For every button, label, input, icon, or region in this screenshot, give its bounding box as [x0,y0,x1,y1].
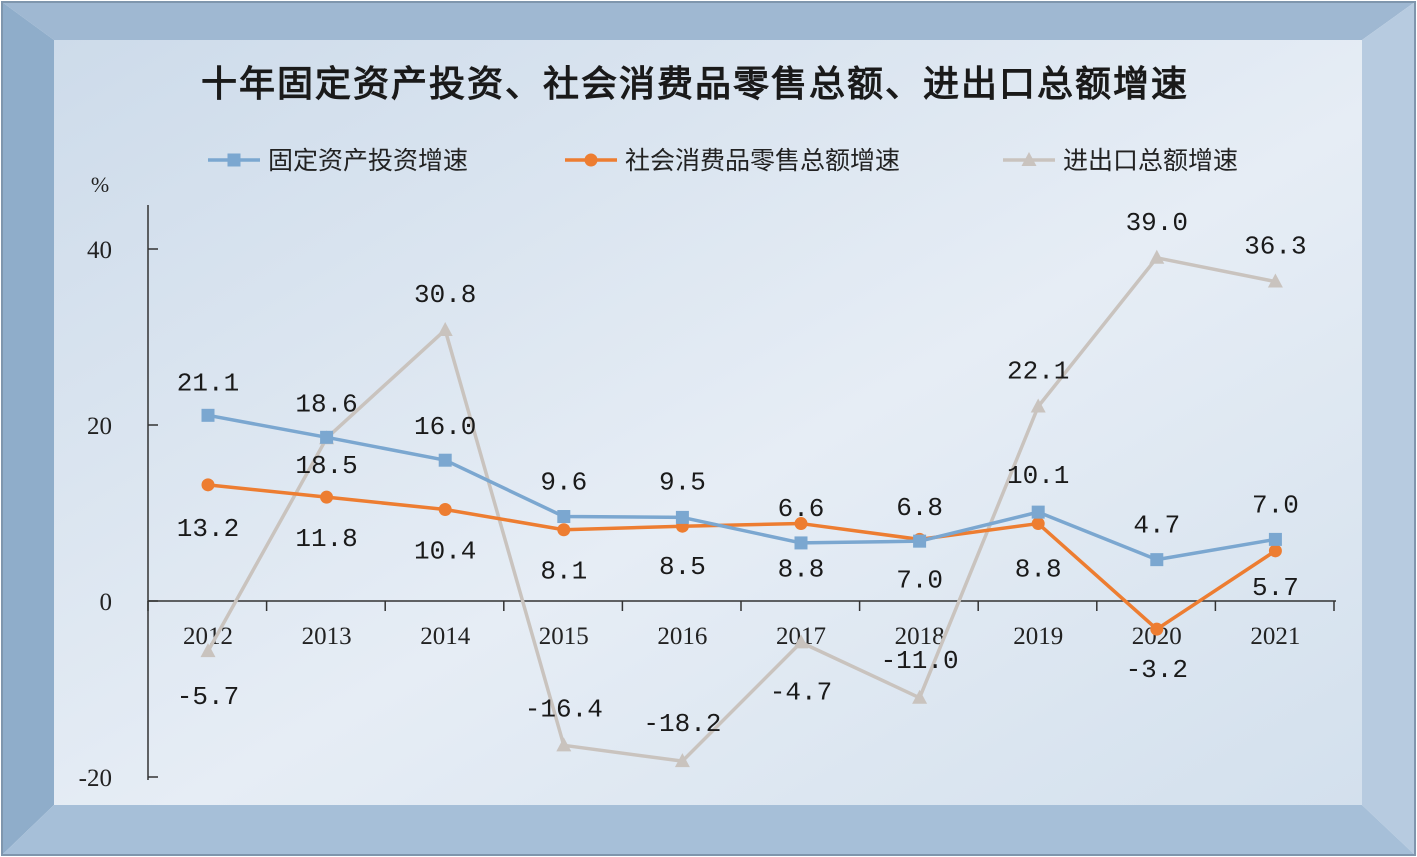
data-label: 7.0 [1252,490,1299,520]
data-label: 13.2 [177,514,239,544]
x-tick-label: 2019 [1013,623,1063,650]
x-tick-label: 2016 [657,623,707,650]
data-label: 5.7 [1252,573,1299,603]
data-point-square [794,536,808,550]
data-point-square [438,453,452,467]
x-tick-label: 2013 [302,623,352,650]
data-point-circle [1031,517,1045,531]
x-tick-label: 2021 [1250,623,1300,650]
series-line [207,413,1276,562]
bevel-left [2,2,54,855]
data-label: 8.1 [540,557,587,587]
data-label: -18.2 [643,709,721,739]
data-label: 8.8 [1015,555,1062,585]
data-point-triangle [1267,273,1283,288]
data-label: -11.0 [881,646,959,676]
data-label: 11.8 [295,524,357,554]
data-point-triangle [1021,152,1037,166]
data-point-triangle [793,634,809,649]
data-label: 18.6 [295,389,357,419]
x-tick-label: 2015 [539,623,589,650]
bevel-bottom [2,805,1415,855]
data-point-square [320,430,334,444]
data-label: 8.8 [778,555,825,585]
data-label: 6.8 [896,493,943,523]
data-point-triangle [674,753,690,768]
data-label: 10.4 [414,536,476,566]
data-point-square [675,510,689,524]
y-tick-label: 20 [87,413,112,440]
data-label: 9.5 [659,467,706,497]
data-label: 30.8 [414,280,476,310]
x-tick-label: 2014 [420,623,471,650]
data-point-circle [557,523,571,537]
data-labels: 21.1 18.6 16.0 9.6 9.5 6.6 6.8 10.1 4.7 7.0 13.2 11… [177,208,1307,739]
data-point-circle [201,478,215,492]
data-point-square [913,534,927,548]
data-label: -4.7 [770,677,832,707]
data-label: -5.7 [177,682,239,712]
data-point-triangle [556,737,572,752]
data-label: 18.5 [295,451,357,481]
data-point-triangle [1030,398,1046,413]
chart-title: 十年固定资产投资、社会消费品零售总额、进出口总额增速 [201,64,1189,105]
y-ticks: 40 20 0 -20 [79,237,158,792]
data-point-circle [794,517,808,531]
data-point-circle [438,502,452,516]
data-point-triangle [200,643,216,658]
data-point-circle [320,490,334,504]
legend: 固定资产投资增速 社会消费品零售总额增速 进出口总额增速 [208,146,1238,175]
data-label: 10.1 [1007,461,1069,491]
data-label: 21.1 [177,368,239,398]
data-label: 39.0 [1126,208,1188,238]
data-label: 16.0 [414,412,476,442]
series-line [207,483,1277,631]
y-axis-unit: % [91,172,109,197]
data-point-square [201,408,215,422]
legend-item: 固定资产投资增速 [208,146,468,175]
data-point-circle [584,153,598,167]
data-label: 8.5 [659,552,706,582]
data-point-square [1031,505,1045,519]
bevel-top [2,2,1415,40]
data-label: -3.2 [1126,655,1188,685]
y-tick-label: -20 [79,765,112,792]
data-point-triangle [437,321,453,336]
y-tick-label: 40 [87,237,112,264]
data-point-circle [1150,622,1164,636]
legend-label: 固定资产投资增速 [268,146,468,175]
data-point-square [1268,532,1282,546]
data-point-circle [1268,544,1282,558]
data-label: 4.7 [1133,511,1180,541]
data-label: 7.0 [896,565,943,595]
data-label: 6.6 [778,494,825,524]
series-line [206,256,1276,763]
data-point-square [557,510,571,524]
data-label: 9.6 [540,468,587,498]
series-layer [200,249,1283,768]
data-point-square [227,153,241,167]
x-tick-label: 2018 [895,623,945,650]
data-label: 36.3 [1244,232,1306,262]
data-label: 22.1 [1007,357,1069,387]
series-1 [201,408,1282,567]
data-point-triangle [912,689,928,704]
y-tick-label: 0 [100,589,113,616]
bevel-right [1362,2,1415,855]
data-label: -16.4 [525,694,603,724]
legend-label: 进出口总额增速 [1063,146,1238,175]
data-point-triangle [1149,249,1165,264]
legend-item: 社会消费品零售总额增速 [565,146,900,175]
plot-background [54,40,1362,805]
data-point-square [1150,553,1164,567]
legend-label: 社会消费品零售总额增速 [625,146,900,175]
legend-item: 进出口总额增速 [1003,146,1238,175]
